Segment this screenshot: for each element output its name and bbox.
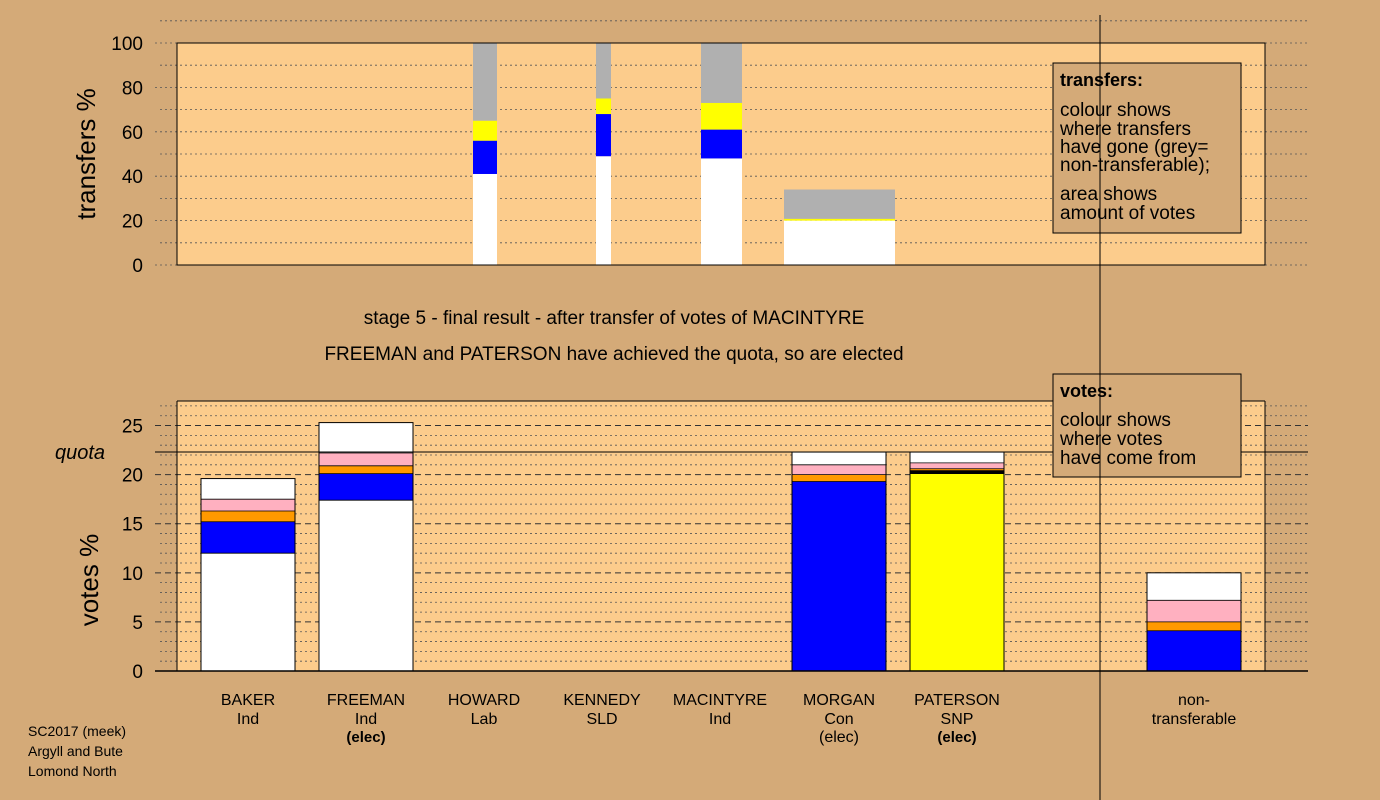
vote-segment-baker-orange [201, 510, 295, 522]
transfers-legend-line: colour shows [1060, 100, 1171, 121]
vote-segment-paterson-yellow [910, 473, 1004, 671]
transfer-segment-howard-grey [473, 43, 497, 121]
candidate-party: Ind [709, 711, 731, 728]
candidate-name: BAKER [221, 692, 275, 709]
vote-segment-freeman-orange [319, 465, 413, 474]
transfer-segment-kennedy-blue [596, 114, 611, 157]
candidate-status: (elec) [346, 729, 385, 746]
transfers-y-axis-label: transfers % [71, 88, 101, 220]
transfer-segment-howard-white [473, 173, 497, 265]
quota-label: quota [55, 442, 105, 464]
transfers-legend-line: have gone (grey= [1060, 137, 1208, 158]
transfers-legend-line: amount of votes [1060, 203, 1195, 224]
candidate-name: MACINTYRE [673, 692, 767, 709]
vote-segment-morgan-white [792, 452, 886, 465]
vote-segment-freeman-blue [319, 473, 413, 501]
vote-segment-freeman-white [319, 500, 413, 671]
candidate-party: Ind [237, 711, 259, 728]
candidate-labels: BAKERIndFREEMANInd(elec)HOWARDLabKENNEDY… [221, 692, 1236, 746]
vote-segment-non-white [1147, 572, 1241, 601]
transfers-plot-frame [176, 42, 1266, 266]
votes-y-tick-label: 20 [122, 466, 143, 487]
footer-info: SC2017 (meek) Argyll and Bute Lomond Nor… [28, 723, 126, 779]
vote-segment-morgan-blue [792, 481, 886, 671]
stage-title: stage 5 - final result - after transfer … [364, 308, 865, 329]
vote-segment-non-orange [1147, 621, 1241, 631]
vote-segment-freeman-pink [319, 453, 413, 466]
candidate-name: MORGAN [803, 692, 875, 709]
vote-segment-paterson-pink [910, 462, 1004, 469]
votes-legend-title: votes: [1060, 381, 1113, 401]
transfer-segment-macintyre-grey [701, 43, 742, 103]
transfers-y-tick-label: 40 [122, 167, 143, 188]
transfer-segment-howard-yellow [473, 120, 497, 141]
votes-y-axis-label: votes % [74, 534, 104, 627]
transfer-segment-kennedy-white [596, 156, 611, 265]
transfer-segment-macintyre-yellow [701, 102, 742, 130]
candidate-name: FREEMAN [327, 692, 405, 709]
transfers-legend-title: transfers: [1060, 70, 1143, 90]
vote-segment-baker-pink [201, 499, 295, 511]
votes-panel: quota 0 5 10 15 20 25 votes % BAKER Ind FREEMAN… [55, 400, 1308, 746]
transfers-bars [473, 43, 895, 265]
transfer-segment-kennedy-grey [596, 43, 611, 99]
transfer-segment-howard-blue [473, 140, 497, 174]
candidate-party: Con [824, 711, 853, 728]
votes-y-tick-label: 15 [122, 515, 143, 536]
transfers-y-tick-label: 60 [122, 123, 143, 144]
elected-subtitle: FREEMAN and PATERSON have achieved the q… [324, 344, 903, 365]
votes-y-tick-label: 5 [132, 613, 143, 634]
votes-bars [200, 422, 1242, 672]
candidate-status: (elec) [819, 729, 859, 746]
votes-y-tick-label: 10 [122, 564, 143, 585]
transfer-segment-morgan-white [784, 220, 895, 265]
votes-legend: votes: colour shows where votes have com… [1052, 373, 1242, 478]
vote-segment-non-pink [1147, 600, 1241, 622]
candidate-party: Ind [355, 711, 377, 728]
transfers-y-tick-label: 80 [122, 78, 143, 99]
transfers-y-tick-label: 100 [111, 34, 143, 55]
votes-y-ticks: 0 5 10 15 20 25 [122, 417, 143, 683]
transfers-y-tick-label: 20 [122, 212, 143, 233]
candidate-party: Lab [471, 711, 498, 728]
transfers-legend: transfers: colour shows where transfers … [1052, 62, 1242, 234]
candidate-party: transferable [1152, 711, 1237, 728]
votes-y-tick-label: 0 [132, 662, 143, 683]
transfers-legend-line: area shows [1060, 184, 1157, 205]
candidate-name: PATERSON [914, 692, 1000, 709]
candidate-name: non- [1178, 692, 1210, 709]
vote-segment-paterson-orange [910, 468, 1004, 471]
transfers-y-ticks: 0 20 40 60 80 100 [111, 34, 143, 277]
transfer-segment-morgan-yellow [784, 218, 895, 221]
footer-line: SC2017 (meek) [28, 723, 126, 739]
votes-legend-line: have come from [1060, 448, 1196, 469]
vote-segment-morgan-orange [792, 474, 886, 482]
transfer-segment-macintyre-blue [701, 129, 742, 159]
transfers-legend-line: where transfers [1059, 119, 1191, 140]
transfer-segment-macintyre-white [701, 158, 742, 265]
vote-segment-morgan-pink [792, 464, 886, 475]
candidate-name: HOWARD [448, 692, 520, 709]
candidate-status: (elec) [937, 729, 976, 746]
vote-segment-paterson-black [910, 470, 1004, 474]
vote-segment-baker-blue [201, 521, 295, 554]
votes-legend-line: colour shows [1060, 410, 1171, 431]
transfers-legend-line: non-transferable); [1060, 155, 1210, 176]
footer-line: Lomond North [28, 763, 117, 779]
footer-line: Argyll and Bute [28, 743, 123, 759]
vote-segment-baker-white [201, 553, 295, 671]
vote-segment-paterson-white [910, 452, 1004, 463]
vote-segment-freeman-white [319, 422, 413, 454]
transfer-segment-morgan-grey [784, 189, 895, 219]
candidate-party: SNP [941, 711, 974, 728]
candidate-name: KENNEDY [563, 692, 641, 709]
vote-segment-non-blue [1147, 630, 1241, 671]
candidate-party: SLD [586, 711, 617, 728]
transfer-segment-kennedy-yellow [596, 98, 611, 115]
vote-segment-baker-white [201, 478, 295, 500]
votes-y-tick-label: 25 [122, 417, 143, 438]
transfers-y-tick-label: 0 [132, 256, 143, 277]
votes-legend-line: where votes [1059, 429, 1162, 450]
